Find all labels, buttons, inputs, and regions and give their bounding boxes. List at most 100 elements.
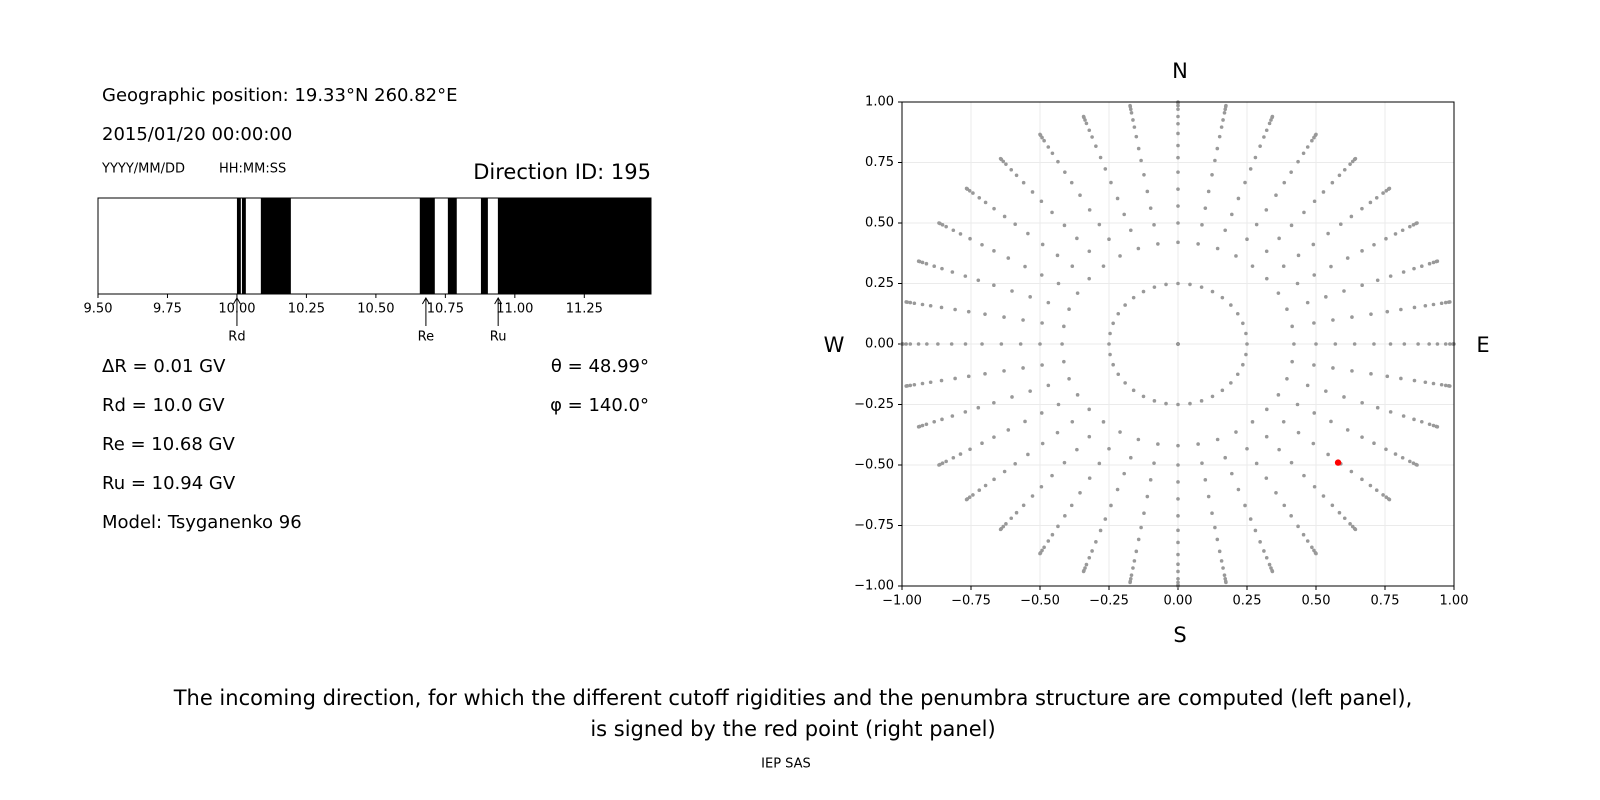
direction-point [1075, 393, 1080, 397]
direction-point [1042, 545, 1046, 550]
direction-point [1084, 562, 1089, 567]
direction-point [904, 342, 908, 346]
direction-point [1103, 167, 1108, 171]
direction-point [1002, 469, 1007, 474]
direction-point [1312, 411, 1317, 415]
direction-point [1230, 471, 1234, 476]
direction-point [1004, 162, 1008, 166]
direction-point [1310, 545, 1314, 550]
direction-point [966, 309, 971, 314]
direction-point [1115, 196, 1120, 201]
direction-point [1384, 447, 1388, 452]
direction-point [1062, 324, 1066, 329]
direction-point [1176, 131, 1180, 136]
direction-point [937, 221, 941, 225]
direction-point [1004, 522, 1008, 526]
marker-label: Re [418, 330, 434, 345]
direction-point [950, 414, 955, 418]
direction-point [1081, 569, 1086, 574]
direction-point [1448, 300, 1452, 304]
direction-point [1176, 103, 1180, 108]
direction-point [1108, 352, 1112, 357]
direction-point [1122, 471, 1126, 476]
direction-point [1069, 503, 1074, 508]
direction-point [1253, 528, 1258, 533]
direction-point [1360, 477, 1364, 482]
direction-point [999, 342, 1004, 346]
direction-point [1087, 476, 1092, 480]
direction-point [1399, 307, 1403, 312]
direction-point [1372, 342, 1376, 346]
direction-point [992, 206, 996, 211]
direction-point [1101, 264, 1106, 268]
direction-point [1312, 484, 1317, 489]
direction-point [1431, 423, 1436, 428]
direction-point [1087, 249, 1092, 254]
x-tick-label: 0.50 [1302, 594, 1331, 609]
arrow-head [421, 297, 430, 305]
direction-point [968, 447, 972, 452]
direction-point [983, 312, 987, 316]
south: S [1173, 623, 1186, 647]
y-tick-label: −0.25 [854, 397, 894, 412]
direction-point [1152, 461, 1156, 465]
direction-point [1136, 146, 1141, 151]
direction-point [963, 274, 968, 278]
direction-point [1097, 222, 1102, 227]
direction-point [1131, 566, 1135, 570]
direction-point [1199, 285, 1204, 289]
direction-point [1439, 382, 1444, 387]
direction-point [1412, 305, 1417, 310]
direction-point [1009, 516, 1014, 521]
direction-point [1123, 381, 1127, 385]
direction-point [1010, 289, 1014, 293]
direction-point [1107, 237, 1111, 242]
direction-point [1107, 342, 1111, 346]
direction-point [940, 266, 944, 271]
direction-point [958, 232, 963, 236]
direction-point [1435, 259, 1440, 264]
direction-point [1087, 407, 1091, 412]
direction-point [1431, 302, 1436, 307]
direction-point [1350, 315, 1354, 319]
direction-point [1350, 369, 1354, 373]
direction-point [1368, 483, 1373, 488]
direction-point [951, 455, 956, 460]
direction-point [1258, 144, 1262, 148]
direction-point [1176, 143, 1180, 148]
direction-point [939, 378, 944, 383]
direction-point [940, 417, 944, 422]
direction-point [1419, 264, 1424, 268]
direction-point [1305, 145, 1310, 149]
direction-point [1116, 372, 1121, 377]
direction-point [1302, 473, 1306, 478]
direction-point [1087, 208, 1092, 212]
direction-point [925, 342, 929, 346]
direction-point [1176, 187, 1180, 191]
direction-point [1026, 452, 1030, 457]
direction-point [1270, 114, 1275, 119]
angle: φ = 140.0° [550, 395, 649, 416]
direction-point [1148, 478, 1153, 482]
direction-point [1250, 420, 1255, 424]
direction-point [1210, 289, 1215, 294]
direction-point [1109, 180, 1113, 185]
direction-point [1131, 118, 1135, 122]
direction-point [1062, 359, 1066, 364]
direction-point [1013, 461, 1018, 466]
direction-point [1002, 369, 1006, 373]
direction-point [1230, 212, 1234, 217]
parameter: Re = 10.68 GV [102, 434, 235, 455]
direction-point [1310, 138, 1314, 143]
direction-point [1264, 128, 1269, 133]
direction-point [1056, 281, 1061, 286]
direction-point [1164, 282, 1168, 287]
direction-point [1360, 206, 1364, 211]
direction-point [1281, 419, 1286, 424]
direction-point [1330, 180, 1335, 185]
direction-point [1401, 270, 1406, 274]
direction-point [1132, 559, 1137, 563]
direction-point [980, 342, 984, 346]
direction-point [992, 249, 996, 253]
direction-point [1388, 274, 1393, 278]
